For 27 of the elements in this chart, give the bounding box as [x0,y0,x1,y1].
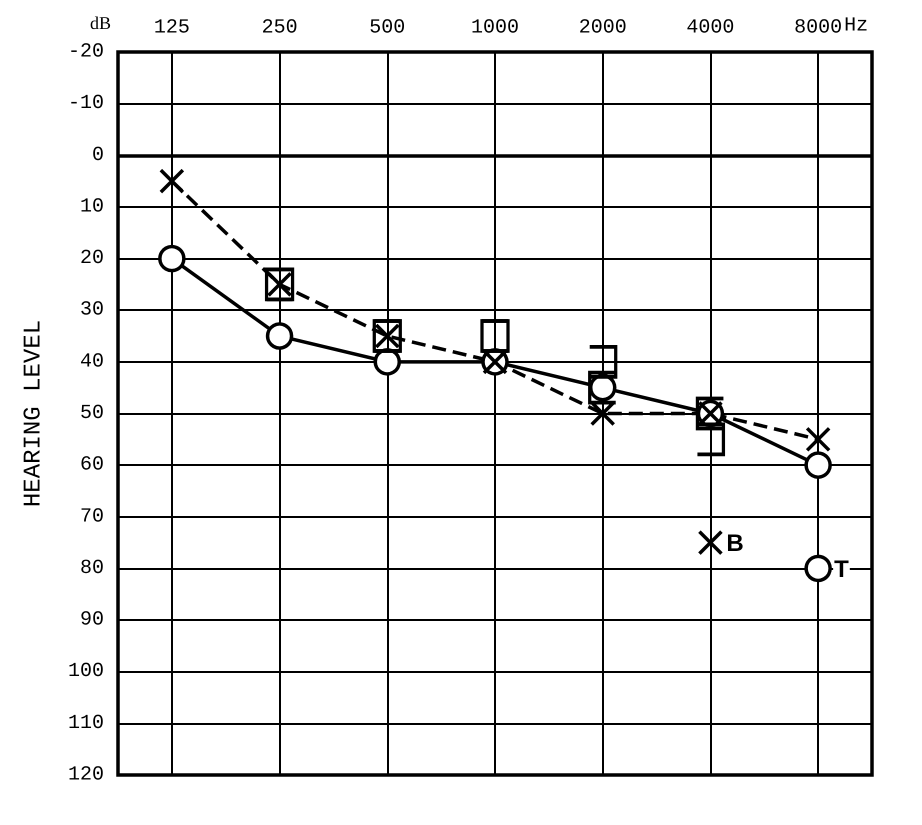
x-tick-label: 250 [262,16,298,40]
y-tick-label: 70 [80,505,104,528]
annotation: B [726,530,744,558]
y-tick-label: 60 [80,454,104,477]
x-axis-title: Hz [844,14,868,38]
x-tick-label: 2000 [578,16,627,40]
y-tick-label: 0 [92,144,104,167]
x-tick-label: 8000 [794,16,842,40]
x-tick-label: 1000 [470,16,520,40]
annotation: T [834,556,850,583]
y-tick-label: 100 [68,660,104,684]
y-tick-label: 90 [80,608,104,632]
y-tick-label: 110 [68,712,104,735]
y-tick-label: -10 [68,92,104,116]
y-axis-title: HEARING LEVEL [20,320,48,508]
x-tick-label: 4000 [686,16,734,40]
y-tick-label: 10 [80,195,104,218]
y-tick-label: 20 [80,247,104,270]
x-tick-label: 125 [154,16,190,40]
y-tick-label: 80 [80,556,104,580]
y-tick-label: 50 [80,402,104,425]
y-tick-label: 120 [68,764,104,786]
y-tick-label: -20 [68,40,104,64]
y-tick-label: 30 [80,298,104,322]
y-tick-label: 40 [80,350,104,374]
text: dB [90,13,112,33]
x-tick-label: 500 [369,16,406,40]
